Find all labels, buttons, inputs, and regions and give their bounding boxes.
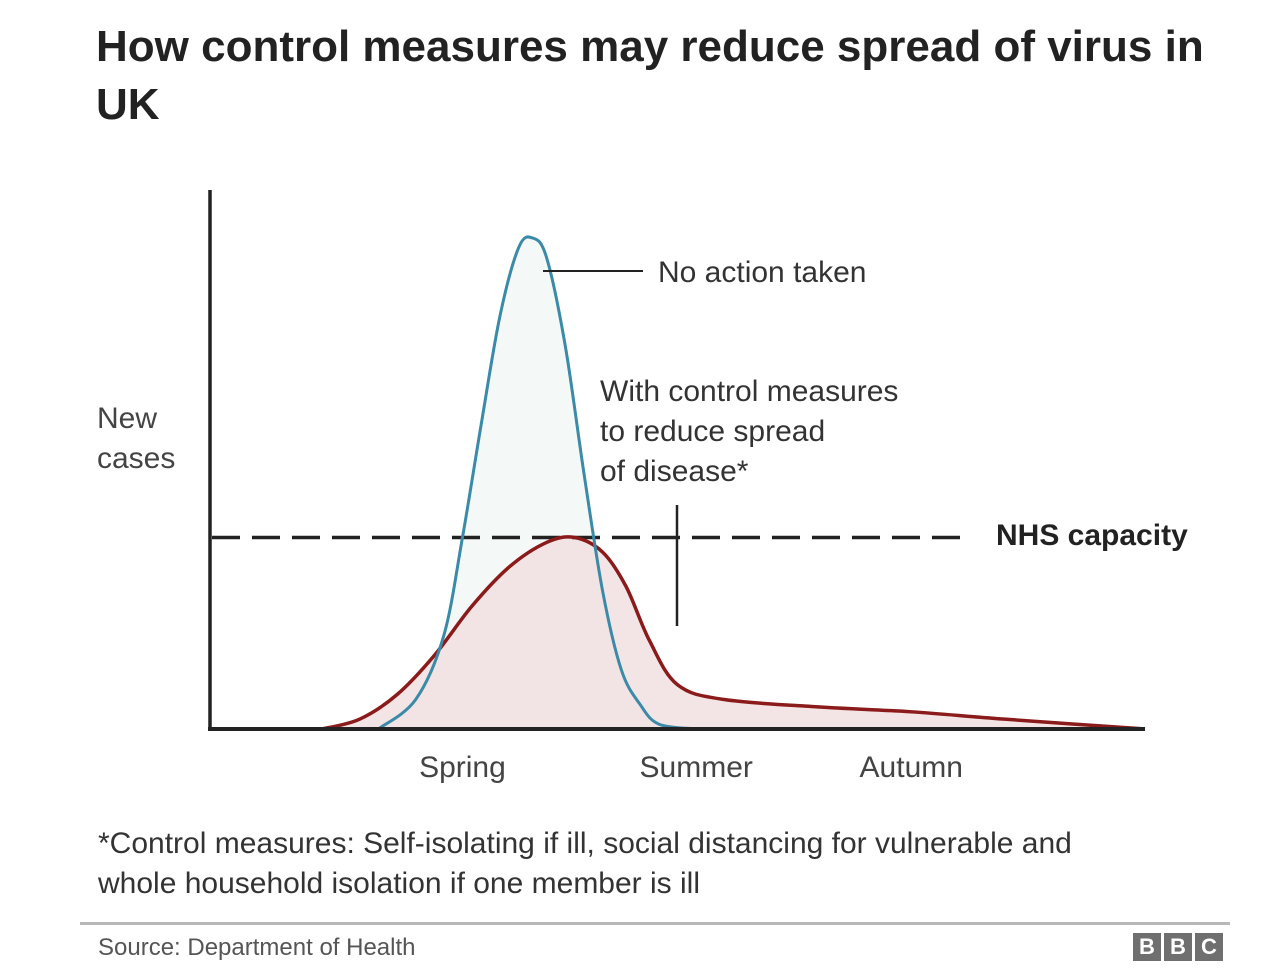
annotation-nhs-capacity: NHS capacity <box>996 519 1188 552</box>
source-text: Source: Department of Health <box>98 934 416 961</box>
chart-title: How control measures may reduce spread o… <box>96 22 1204 129</box>
footnote-line1: *Control measures: Self-isolating if ill… <box>98 827 1072 860</box>
series-area-0 <box>378 236 697 730</box>
x-tick-label-spring: Spring <box>419 751 506 784</box>
x-tick-label-autumn: Autumn <box>860 751 963 784</box>
bbc-logo-letter: B <box>1164 933 1192 961</box>
y-axis-label-line1: New <box>97 402 157 435</box>
bbc-logo-letter: B <box>1133 933 1161 961</box>
annotation-control-line1: With control measures <box>600 375 898 408</box>
y-axis-label-line2: cases <box>97 442 175 475</box>
series-area-1 <box>322 536 1145 729</box>
bbc-logo: B B C <box>1133 933 1223 961</box>
annotation-no-action: No action taken <box>658 256 866 289</box>
series-areas <box>322 236 1145 730</box>
footnote: *Control measures: Self-isolating if ill… <box>98 824 1218 904</box>
series-line-no-action <box>377 235 697 731</box>
footnote-line2: whole household isolation if one member … <box>98 867 700 900</box>
x-tick-labels: Spring Summer Autumn <box>419 751 963 784</box>
series-line-control-measures <box>321 535 1146 731</box>
series-lines <box>321 235 1146 731</box>
bbc-logo-letter: C <box>1195 933 1223 961</box>
annotation-control-line3: of disease* <box>600 455 749 488</box>
annotation-control-line2: to reduce spread <box>600 415 825 448</box>
footer-divider <box>80 922 1230 925</box>
x-tick-label-summer: Summer <box>640 751 753 784</box>
